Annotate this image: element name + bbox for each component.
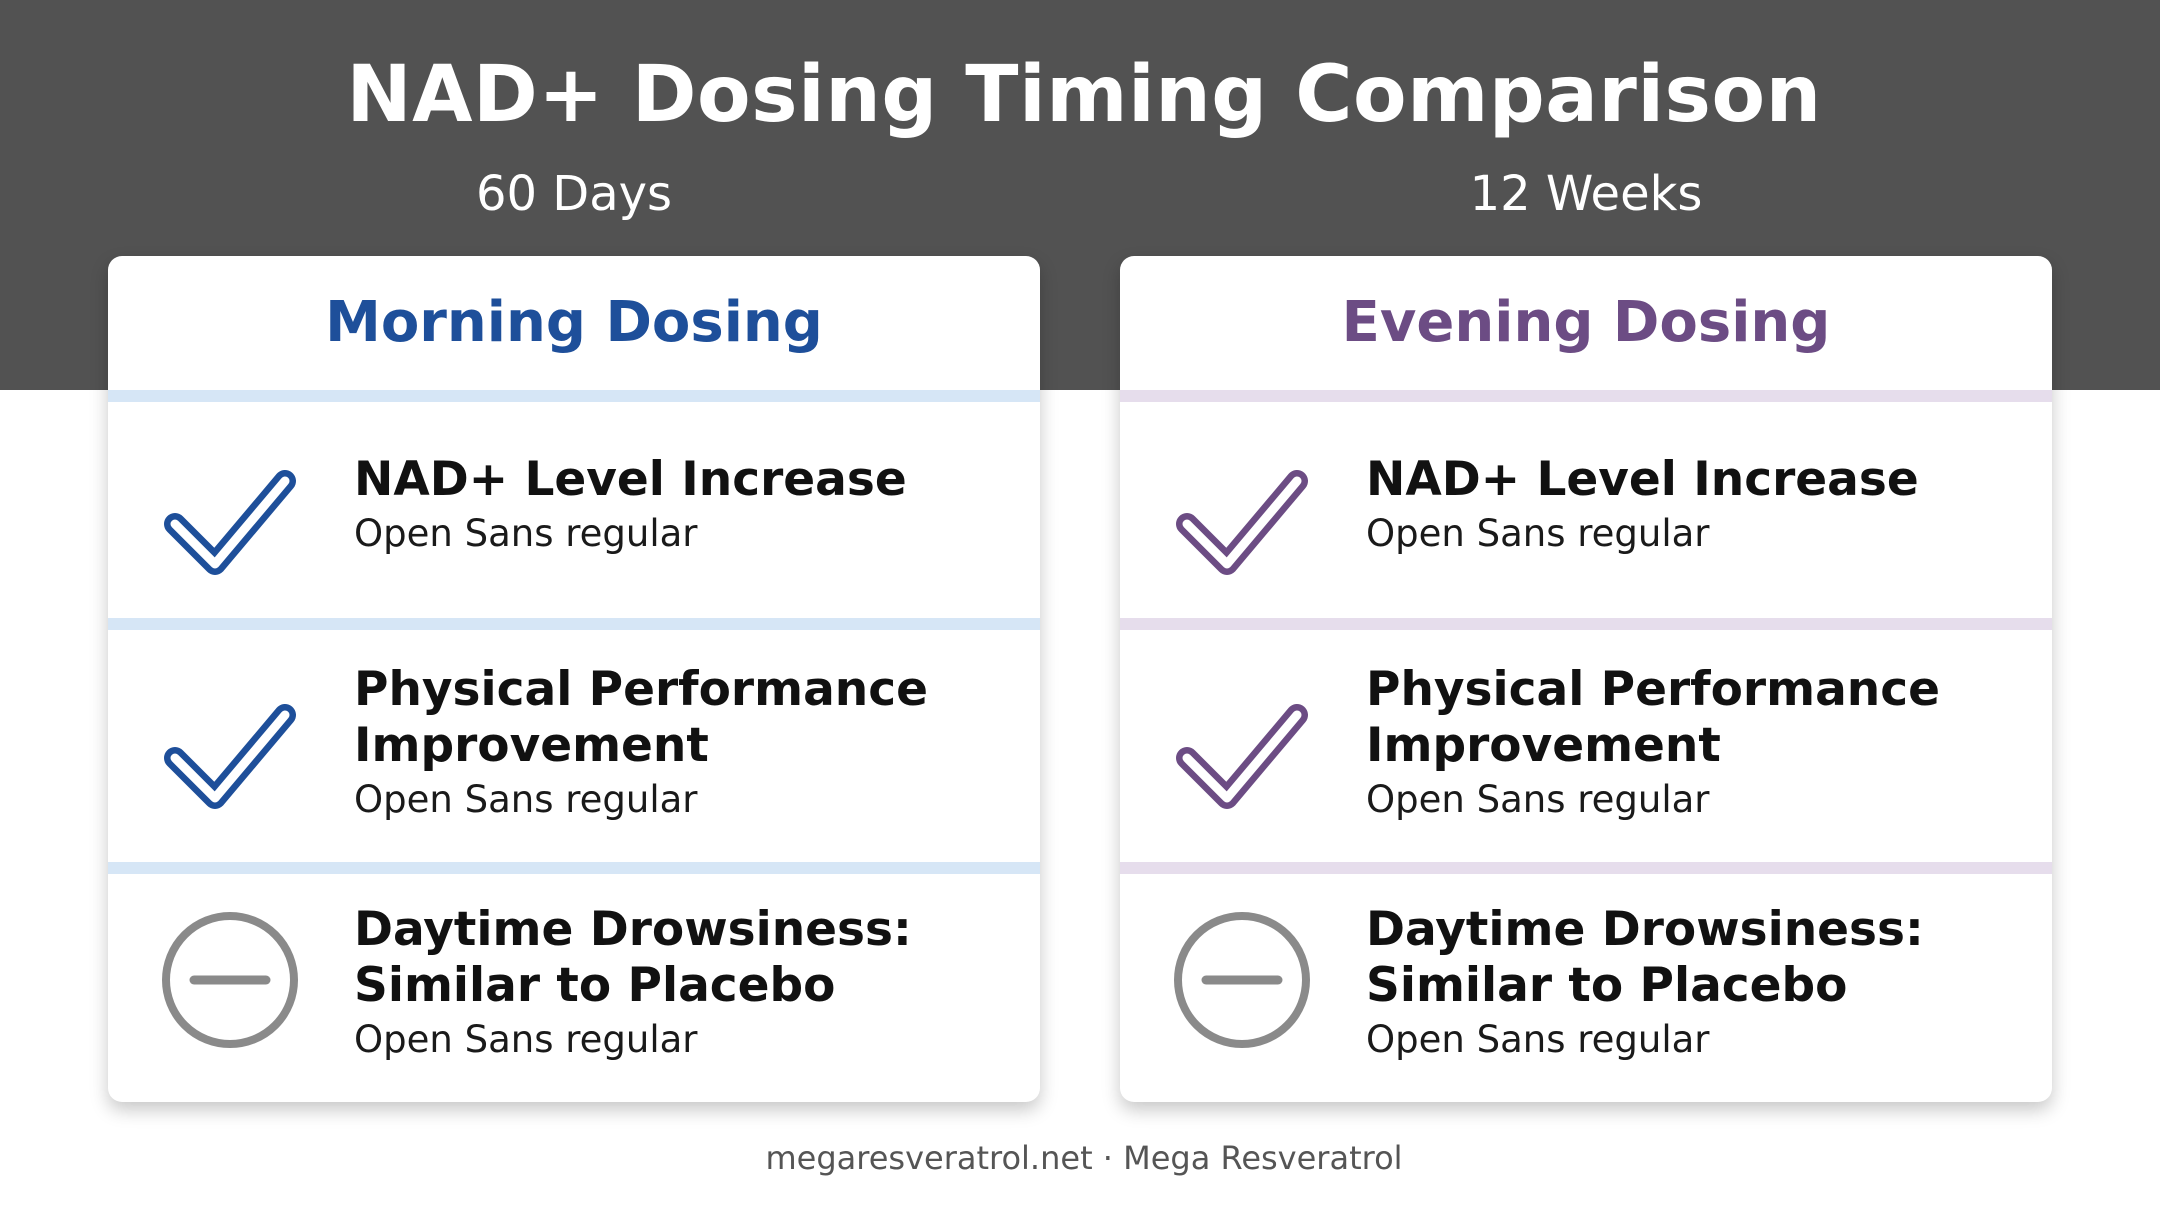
- list-item: Physical Performance Improvement Open Sa…: [108, 630, 1040, 862]
- item-subtitle: Open Sans regular: [1366, 512, 1710, 555]
- list-item: Physical Performance Improvement Open Sa…: [1120, 630, 2052, 862]
- check-icon: [160, 680, 300, 820]
- divider: [108, 618, 1040, 630]
- list-item: NAD+ Level Increase Open Sans regular: [108, 402, 1040, 618]
- page-title: NAD+ Dosing Timing Comparison: [346, 50, 1822, 140]
- divider: [1120, 618, 2052, 630]
- divider: [108, 390, 1040, 402]
- item-title: Physical Performance Improvement: [1366, 662, 1940, 773]
- list-item: Daytime Drowsiness: Similar to Placebo O…: [1120, 874, 2052, 1102]
- evening-dosing-card: Evening Dosing NAD+ Level Increase Open …: [1120, 256, 2052, 1102]
- list-item: Daytime Drowsiness: Similar to Placebo O…: [108, 874, 1040, 1102]
- footer-credit: megaresveratrol.net · Mega Resveratrol: [765, 1139, 1403, 1177]
- list-item: NAD+ Level Increase Open Sans regular: [1120, 402, 2052, 618]
- minus-circle-icon: [1172, 910, 1312, 1050]
- check-icon: [160, 446, 300, 586]
- duration-morning: 60 Days: [475, 166, 673, 222]
- item-subtitle: Open Sans regular: [354, 1018, 698, 1061]
- morning-dosing-heading: Morning Dosing: [325, 290, 823, 355]
- duration-evening: 12 Weeks: [1469, 166, 1703, 222]
- divider: [108, 862, 1040, 874]
- morning-dosing-card: Morning Dosing NAD+ Level Increase Open …: [108, 256, 1040, 1102]
- evening-dosing-heading: Evening Dosing: [1341, 290, 1831, 355]
- item-subtitle: Open Sans regular: [1366, 1018, 1710, 1061]
- item-title: Daytime Drowsiness: Similar to Placebo: [1366, 902, 1924, 1013]
- item-title: Physical Performance Improvement: [354, 662, 928, 773]
- item-subtitle: Open Sans regular: [354, 778, 698, 821]
- item-title: NAD+ Level Increase: [1366, 452, 1919, 507]
- minus-circle-icon: [160, 910, 300, 1050]
- item-title: Daytime Drowsiness: Similar to Placebo: [354, 902, 912, 1013]
- check-icon: [1172, 680, 1312, 820]
- check-icon: [1172, 446, 1312, 586]
- divider: [1120, 390, 2052, 402]
- item-title: NAD+ Level Increase: [354, 452, 907, 507]
- item-subtitle: Open Sans regular: [1366, 778, 1710, 821]
- item-subtitle: Open Sans regular: [354, 512, 698, 555]
- divider: [1120, 862, 2052, 874]
